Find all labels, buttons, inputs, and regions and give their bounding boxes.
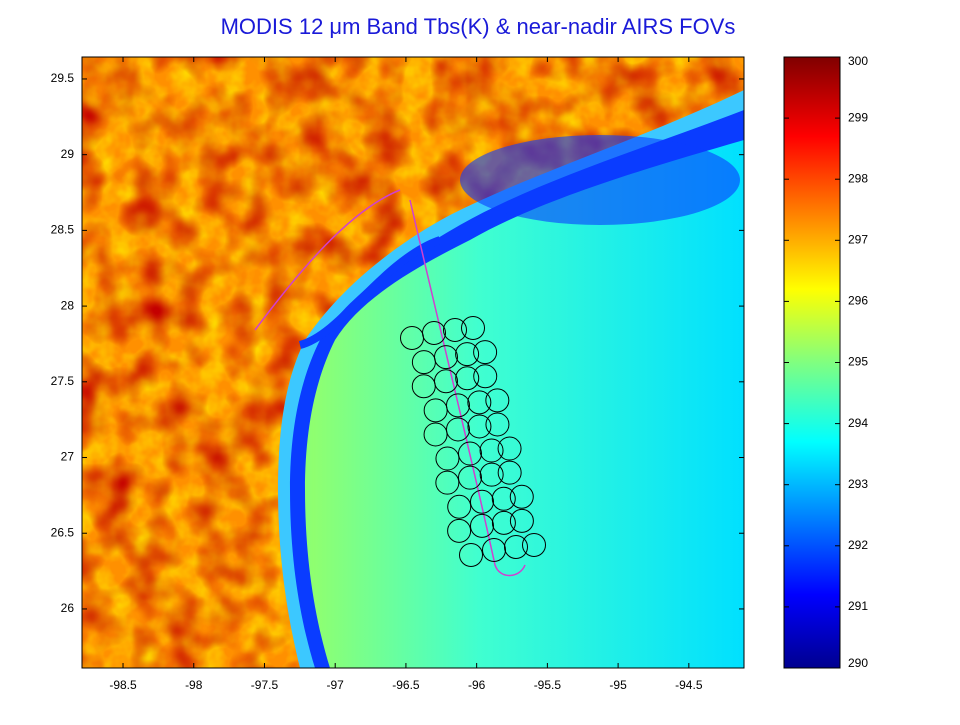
fov-circle	[434, 345, 458, 370]
fov-circle	[434, 369, 458, 394]
fov-circle	[504, 535, 528, 559]
fov-circle	[470, 513, 494, 538]
title: MODIS 12 μm Band Tbs(K) & near-nadir AIR…	[221, 14, 736, 39]
y-tick-label: 26.5	[51, 525, 75, 539]
y-tick-label: 28	[61, 298, 75, 312]
y-tick-label: 27	[61, 450, 75, 464]
fov-circle	[422, 321, 446, 345]
x-tick-label: -97.5	[251, 678, 279, 692]
fov-circle	[467, 390, 492, 415]
colorbar-tick-label: 292	[848, 538, 868, 552]
colorbar-tick-label: 299	[848, 110, 868, 124]
colorbar-tick-label: 290	[848, 656, 868, 670]
colorbar	[783, 56, 841, 669]
fov-circle	[497, 460, 522, 485]
colorbar-tick-label: 298	[848, 171, 868, 185]
x-tick-label: -94.5	[675, 678, 703, 692]
fov-circle	[497, 436, 522, 461]
fov-circle	[482, 538, 506, 562]
fov-circle	[461, 316, 485, 340]
y-tick-label: 28.5	[51, 223, 75, 237]
colorbar-tick-label: 293	[848, 477, 868, 491]
colorbar-tick-label: 297	[848, 232, 868, 246]
x-tick-label: -97	[327, 678, 345, 692]
x-tick-label: -96	[468, 678, 486, 692]
y-tick-label: 29.5	[51, 71, 75, 85]
y-tick-label: 27.5	[51, 374, 75, 388]
fov-circle	[447, 494, 472, 519]
colorbar-tick-label: 295	[848, 355, 868, 369]
x-tick-label: -96.5	[392, 678, 420, 692]
fov-circle	[435, 446, 460, 471]
y-tick-label: 26	[61, 601, 75, 615]
fov-circle	[473, 340, 498, 365]
x-tick-label: -98	[185, 678, 203, 692]
colorbar-tick-label: 291	[848, 599, 868, 613]
fov-circle	[435, 470, 460, 495]
x-tick-label: -95.5	[534, 678, 562, 692]
x-tick-label: -98.5	[109, 678, 137, 692]
fov-circle	[470, 489, 494, 514]
fov-circle	[491, 486, 516, 511]
fov-circle	[459, 543, 483, 567]
fov-circle	[458, 441, 482, 466]
plot-frame	[81, 56, 745, 669]
fov-circle	[458, 465, 482, 490]
fov-circle	[473, 364, 498, 389]
fov-circle	[479, 438, 504, 463]
fov-circle	[446, 393, 470, 418]
fov-circle	[479, 462, 504, 487]
fov-circle	[423, 422, 448, 447]
fov-circle	[491, 510, 516, 535]
fov-circle	[509, 508, 534, 533]
fov-circle	[485, 412, 510, 437]
fov-circle	[446, 417, 470, 442]
fov-circle	[447, 518, 472, 543]
fov-circle	[509, 484, 534, 509]
colorbar-tick-label: 300	[848, 54, 868, 68]
fov-circle	[522, 533, 546, 557]
fov-circle	[443, 318, 467, 342]
colorbar-tick-label: 294	[848, 416, 868, 430]
y-tick-label: 29	[61, 147, 75, 161]
fov-circle	[455, 366, 480, 391]
map-image	[82, 57, 744, 668]
fov-circle	[455, 342, 480, 367]
x-tick-label: -95	[609, 678, 627, 692]
colorbar-tick-label: 296	[848, 294, 868, 308]
fov-circle	[485, 388, 510, 413]
fov-circle	[467, 414, 492, 439]
